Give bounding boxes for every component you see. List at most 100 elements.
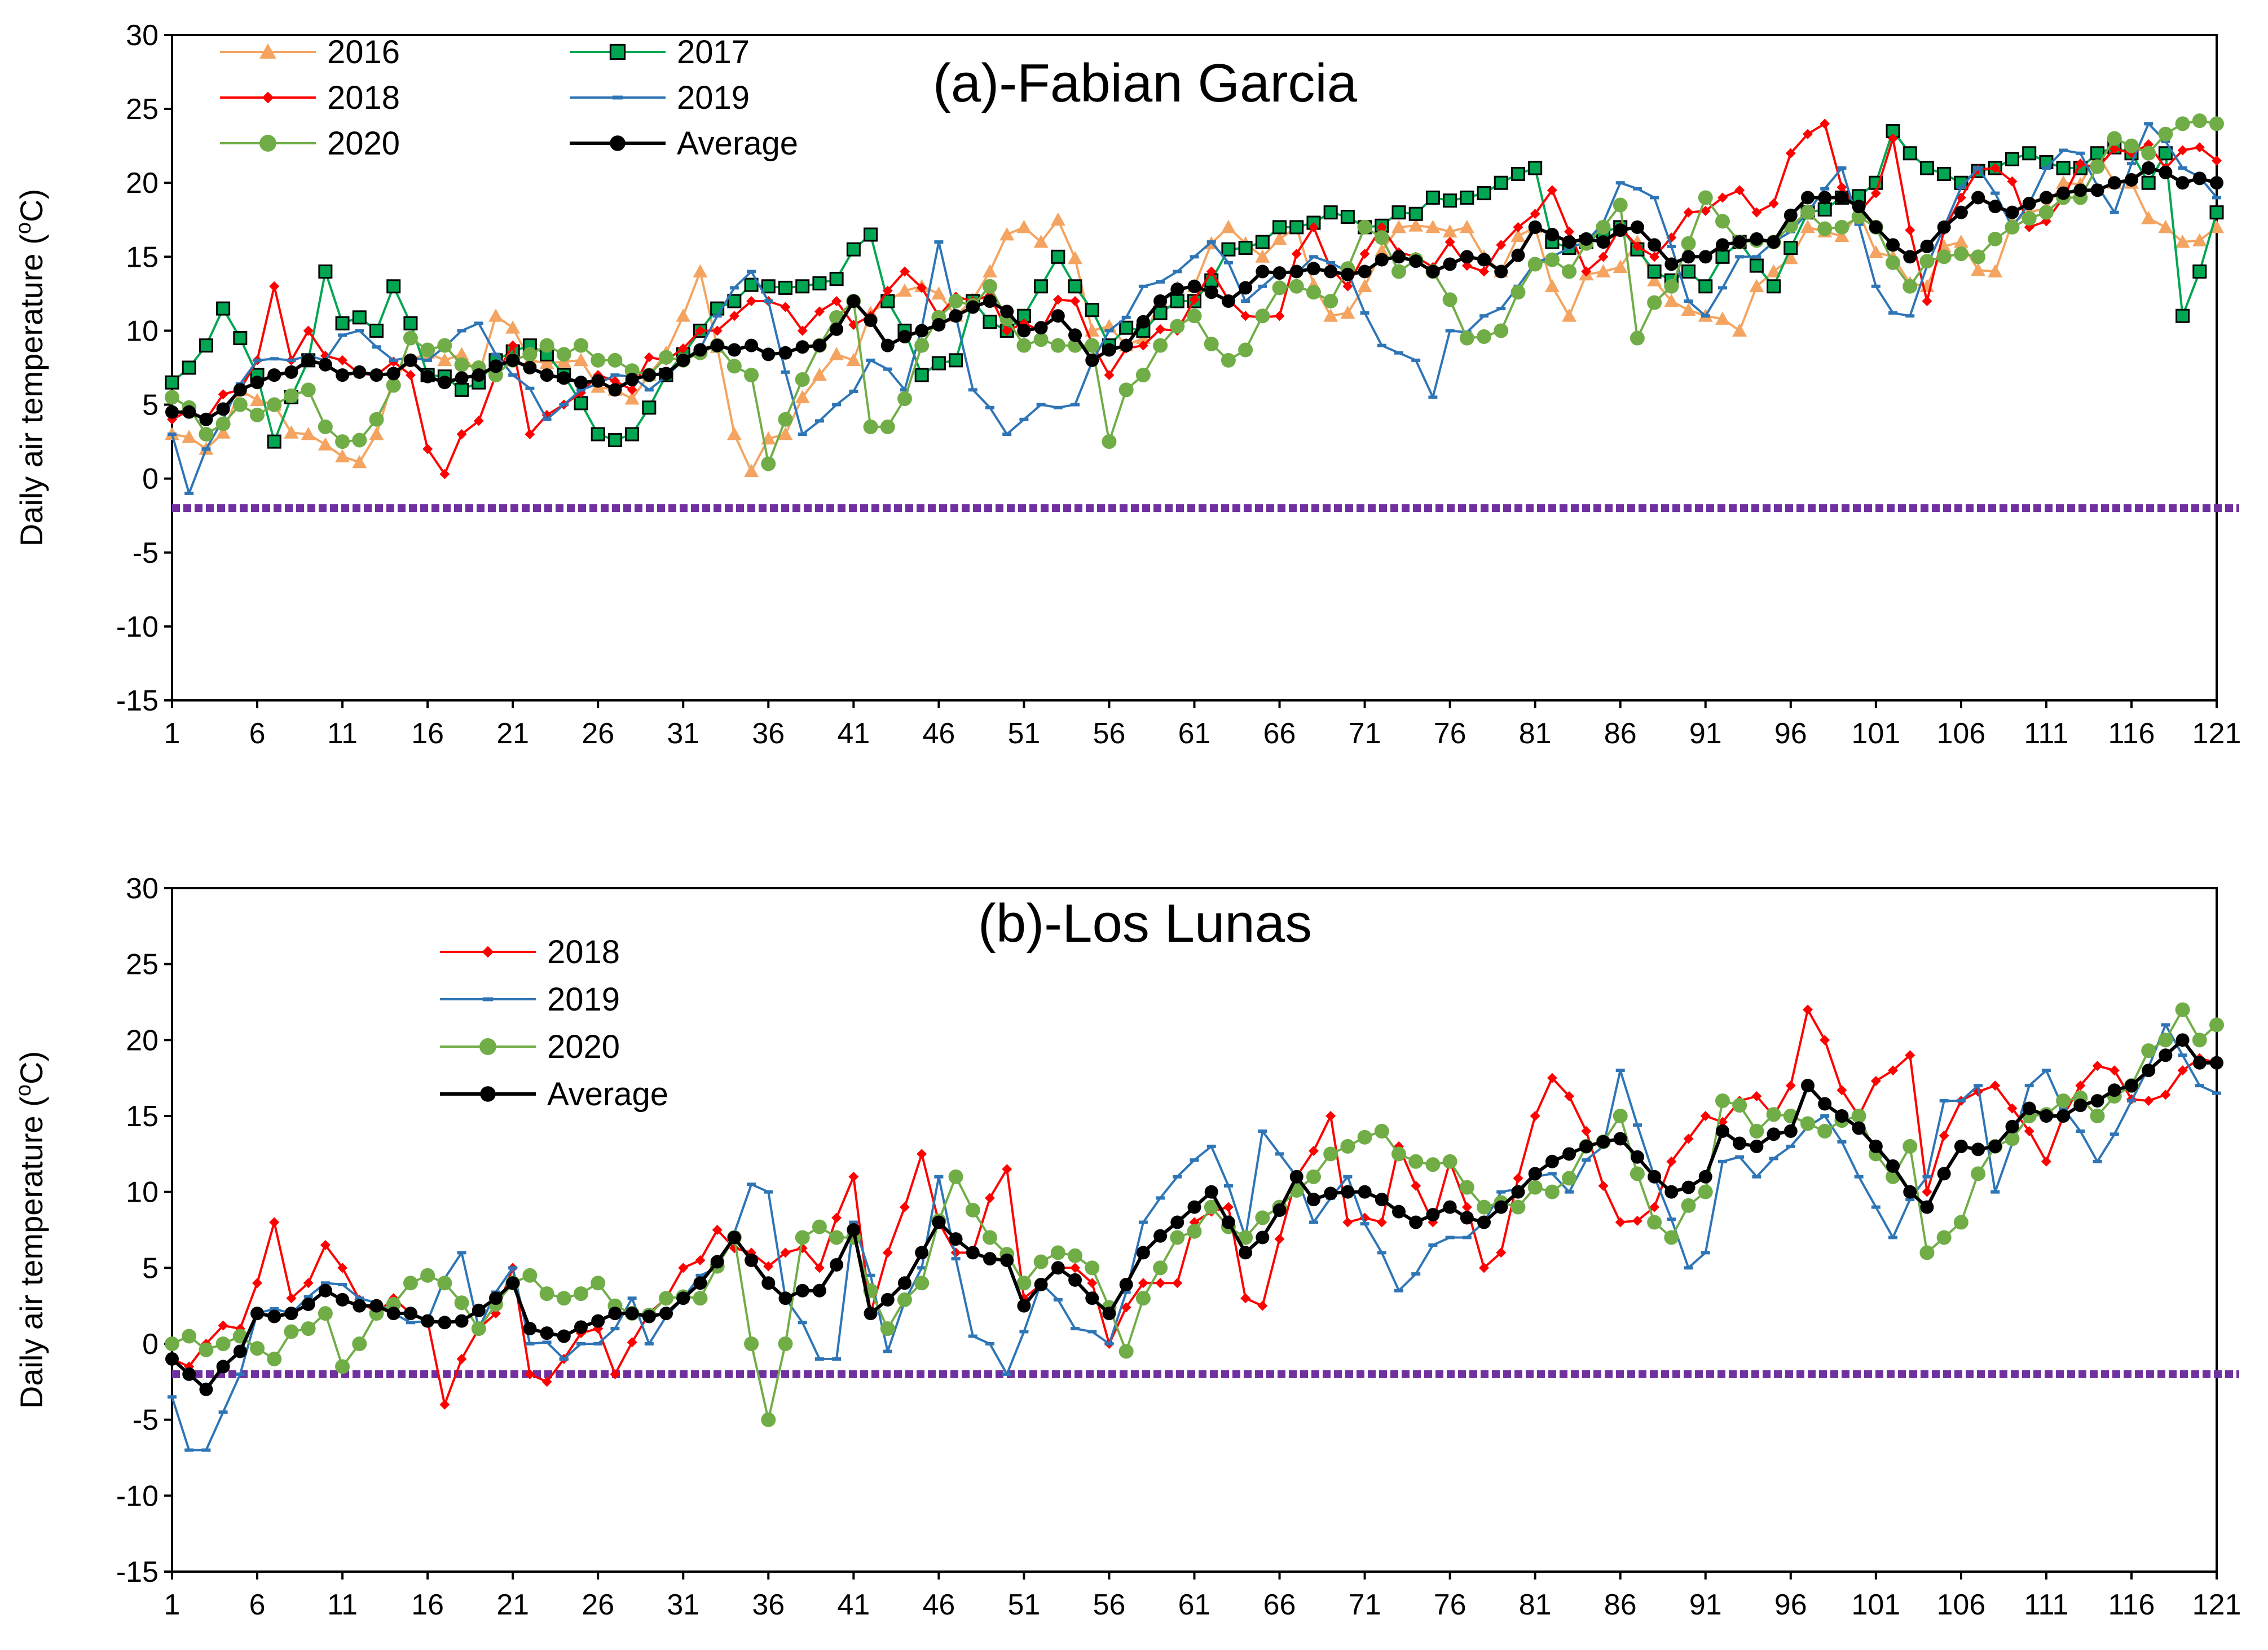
data-point <box>2192 233 2207 246</box>
data-point <box>1835 191 1849 205</box>
data-point <box>1306 285 1321 300</box>
y-axis-title: Daily air temperature (oC) <box>12 1051 49 1409</box>
data-point <box>727 1230 741 1245</box>
data-point <box>866 1273 875 1277</box>
data-point <box>1153 1229 1168 1243</box>
legend-entry-average: Average <box>570 125 798 162</box>
data-point <box>1510 1199 1526 1215</box>
data-point <box>798 433 807 436</box>
x-tick-label: 66 <box>1263 1589 1296 1621</box>
data-point <box>1459 1180 1474 1195</box>
data-point <box>1562 1147 1576 1161</box>
data-point <box>1919 254 1935 269</box>
data-point <box>693 1276 707 1290</box>
data-point <box>2192 1056 2207 1070</box>
data-point <box>1051 309 1065 323</box>
data-point <box>539 338 554 353</box>
data-point <box>642 368 656 382</box>
data-point <box>2124 173 2138 187</box>
data-point <box>320 1239 331 1250</box>
data-point <box>335 1359 350 1374</box>
data-point <box>1698 250 1712 264</box>
data-point <box>1750 1139 1764 1153</box>
data-point <box>812 368 827 381</box>
data-point <box>830 322 844 336</box>
data-point <box>352 433 367 448</box>
data-point <box>403 1276 418 1291</box>
x-tick-label: 26 <box>582 717 614 750</box>
series-average <box>165 161 2223 426</box>
data-point <box>1632 187 1642 191</box>
x-tick-label: 51 <box>1007 1589 1040 1621</box>
data-point <box>1852 200 1866 214</box>
x-tick-label: 61 <box>1178 717 1211 750</box>
data-point <box>1562 235 1576 249</box>
data-point <box>2056 1109 2071 1123</box>
data-point <box>1340 1139 1355 1154</box>
legend-label: 2020 <box>327 125 400 162</box>
data-point <box>814 306 825 317</box>
data-point <box>1717 286 1727 290</box>
data-point <box>335 449 350 462</box>
legend-entry-2017: 2017 <box>570 34 750 70</box>
data-point <box>1172 1278 1183 1289</box>
data-point <box>1527 1180 1543 1195</box>
data-point <box>1647 295 1662 310</box>
data-point <box>814 1357 824 1361</box>
data-point <box>1358 1185 1372 1199</box>
data-point <box>2160 1089 2171 1100</box>
data-point <box>1922 296 1932 306</box>
data-point <box>693 343 707 357</box>
data-point <box>1241 299 1250 303</box>
data-point <box>2005 1131 2020 1146</box>
data-point <box>1187 279 1201 293</box>
data-point <box>899 266 910 277</box>
data-point <box>2124 1079 2138 1093</box>
y-tick-label: 25 <box>126 948 158 981</box>
data-point <box>949 353 963 368</box>
data-point <box>199 1382 213 1396</box>
data-point <box>1374 1123 1389 1139</box>
data-point <box>2126 162 2136 166</box>
data-point <box>607 352 623 368</box>
data-point <box>1494 264 1508 279</box>
x-tick-label: 96 <box>1774 717 1807 750</box>
data-point <box>1749 1123 1764 1139</box>
data-point <box>797 325 808 336</box>
data-point <box>284 388 299 403</box>
data-point <box>1700 206 1711 217</box>
data-point <box>472 1303 486 1317</box>
data-point <box>1717 192 1728 203</box>
data-point <box>761 456 776 471</box>
data-point <box>2005 205 2019 219</box>
data-point <box>369 412 384 427</box>
data-point <box>744 368 759 383</box>
data-point <box>1615 1217 1626 1228</box>
legend-marker <box>482 946 494 958</box>
y-tick-label: 0 <box>142 463 158 496</box>
data-point <box>1240 311 1251 321</box>
data-point <box>539 356 554 369</box>
data-point <box>1187 1200 1201 1214</box>
data-point <box>1494 323 1509 338</box>
data-point <box>2141 175 2156 190</box>
data-point <box>1939 1099 1949 1103</box>
data-point <box>2177 1065 2188 1076</box>
data-point <box>454 347 469 360</box>
data-point <box>695 1273 705 1277</box>
data-point <box>917 1149 927 1159</box>
series-2019 <box>168 122 2221 495</box>
data-point <box>1000 305 1014 319</box>
data-point <box>1460 190 1474 205</box>
data-point <box>1681 236 1696 251</box>
data-point <box>2175 1002 2190 1017</box>
data-point <box>455 1314 469 1328</box>
data-point <box>1189 294 1200 305</box>
data-point <box>218 1320 228 1331</box>
data-point <box>403 353 417 367</box>
data-point <box>1920 239 1934 253</box>
legend-marker <box>610 135 626 151</box>
data-point <box>1544 1184 1560 1199</box>
data-point <box>1170 294 1184 308</box>
data-point <box>985 405 994 409</box>
